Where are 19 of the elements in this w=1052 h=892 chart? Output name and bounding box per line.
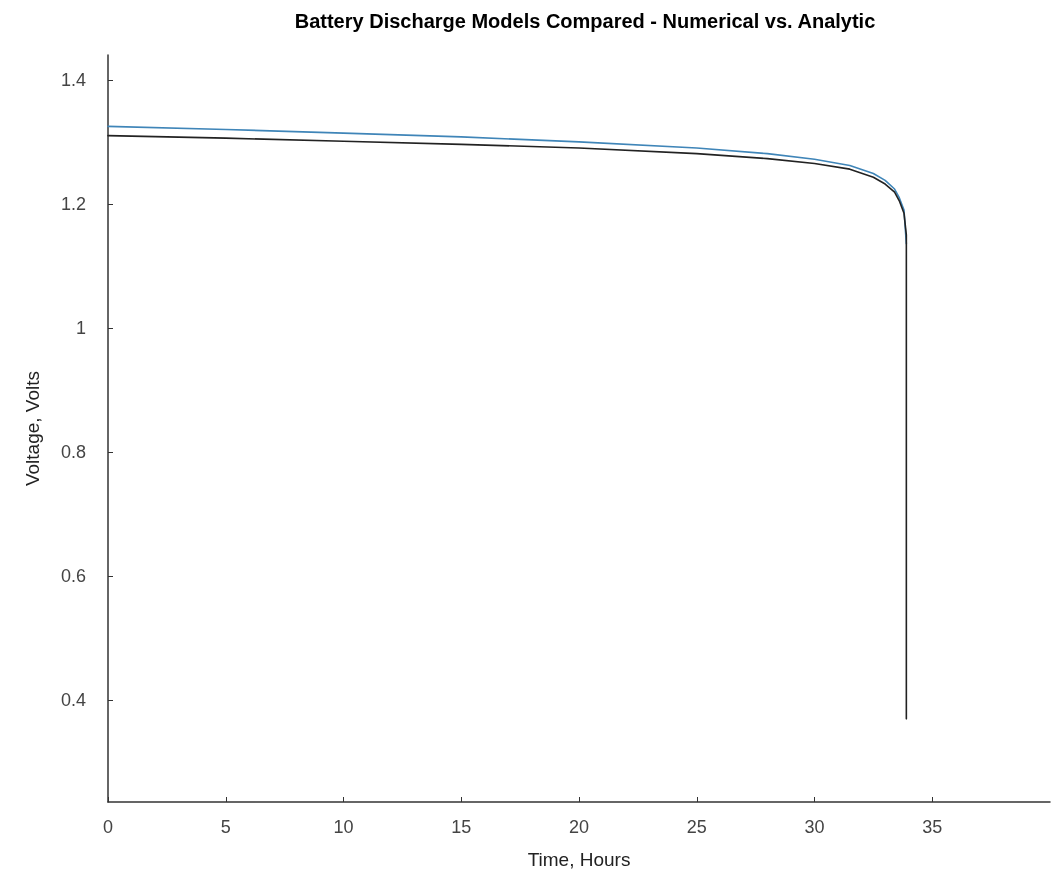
x-tick-label: 5	[220, 817, 231, 837]
x-tick-label: 35	[922, 817, 943, 837]
y-tick-label: 1.4	[60, 69, 86, 90]
y-tick-label: 0.6	[60, 566, 86, 587]
x-tick-label: 15	[451, 817, 472, 837]
line-series	[107, 125, 908, 245]
y-tick-label: 0.8	[60, 442, 86, 463]
y-tick-label: 1.2	[60, 193, 86, 214]
x-tick-label: 25	[686, 817, 707, 837]
x-tick-label: 30	[804, 817, 825, 837]
chart-title: Battery Discharge Models Compared - Numerical vs. Analytic	[294, 10, 876, 32]
x-tick-label: 10	[333, 817, 354, 837]
y-tick-label: 1	[75, 317, 86, 338]
line-series	[107, 134, 908, 720]
x-tick-label: 20	[568, 817, 590, 837]
x-tick-label: 0	[102, 817, 114, 837]
x-axis-title: Time, Hours	[527, 849, 631, 870]
y-tick-label: 0.4	[60, 690, 86, 711]
y-axis-title: Voltage, Volts	[22, 370, 43, 487]
